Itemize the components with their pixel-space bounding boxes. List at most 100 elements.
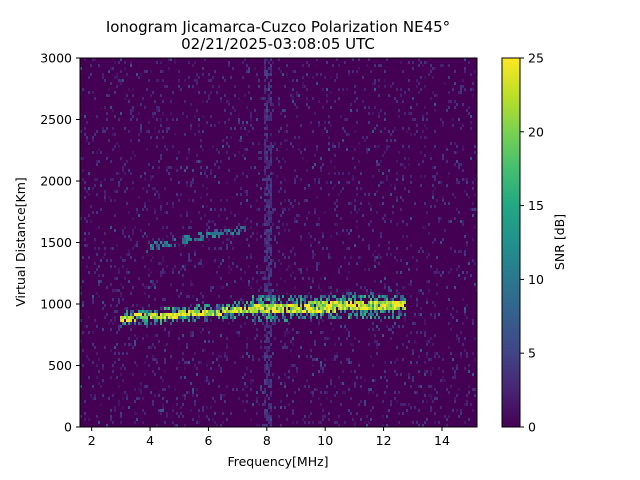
heatmap-cell bbox=[82, 88, 84, 91]
heatmap-cell bbox=[144, 292, 146, 295]
heatmap-cell bbox=[268, 292, 270, 295]
heatmap-cell bbox=[402, 286, 404, 289]
heatmap-cell bbox=[346, 301, 348, 304]
heatmap-cell bbox=[266, 115, 268, 118]
heatmap-cell bbox=[242, 61, 244, 64]
heatmap-cell bbox=[266, 424, 268, 427]
heatmap-cell bbox=[346, 181, 348, 184]
heatmap-cell bbox=[80, 292, 82, 295]
heatmap-cell bbox=[384, 214, 386, 217]
heatmap-cell bbox=[108, 94, 110, 97]
heatmap-cell bbox=[354, 301, 356, 304]
heatmap-cell bbox=[184, 79, 186, 82]
heatmap-cell bbox=[326, 385, 328, 388]
heatmap-cell bbox=[172, 202, 174, 205]
heatmap-cell bbox=[248, 67, 250, 70]
heatmap-cell bbox=[286, 130, 288, 133]
heatmap-cell bbox=[176, 157, 178, 160]
heatmap-cell bbox=[454, 370, 456, 373]
heatmap-cell bbox=[356, 301, 358, 304]
heatmap-cell bbox=[284, 304, 286, 307]
heatmap-cell bbox=[138, 316, 140, 319]
heatmap-cell bbox=[172, 145, 174, 148]
heatmap-cell bbox=[216, 229, 218, 232]
heatmap-cell bbox=[390, 253, 392, 256]
heatmap-cell bbox=[220, 370, 222, 373]
heatmap-cell bbox=[270, 355, 272, 358]
heatmap-cell bbox=[446, 307, 448, 310]
heatmap-cell bbox=[418, 370, 420, 373]
heatmap-cell bbox=[296, 370, 298, 373]
heatmap-cell bbox=[276, 283, 278, 286]
heatmap-cell bbox=[114, 133, 116, 136]
heatmap-cell bbox=[386, 307, 388, 310]
heatmap-cell bbox=[246, 256, 248, 259]
heatmap-cell bbox=[460, 409, 462, 412]
heatmap-cell bbox=[328, 121, 330, 124]
heatmap-cell bbox=[152, 175, 154, 178]
heatmap-cell bbox=[278, 67, 280, 70]
heatmap-cell bbox=[282, 208, 284, 211]
heatmap-cell bbox=[274, 295, 276, 298]
heatmap-cell bbox=[196, 307, 198, 310]
heatmap-cell bbox=[120, 79, 122, 82]
heatmap-cell bbox=[438, 217, 440, 220]
heatmap-cell bbox=[370, 220, 372, 223]
heatmap-cell bbox=[270, 85, 272, 88]
heatmap-cell bbox=[240, 226, 242, 229]
heatmap-cell bbox=[344, 130, 346, 133]
heatmap-cell bbox=[266, 316, 268, 319]
heatmap-cell bbox=[268, 85, 270, 88]
heatmap-cell bbox=[320, 331, 322, 334]
heatmap-cell bbox=[472, 94, 474, 97]
heatmap-cell bbox=[332, 295, 334, 298]
heatmap-cell bbox=[250, 124, 252, 127]
heatmap-cell bbox=[266, 322, 268, 325]
heatmap-cell bbox=[474, 151, 476, 154]
heatmap-cell bbox=[438, 421, 440, 424]
heatmap-cell bbox=[94, 394, 96, 397]
heatmap-cell bbox=[402, 163, 404, 166]
heatmap-cell bbox=[132, 313, 134, 316]
heatmap-cell bbox=[348, 202, 350, 205]
heatmap-cell bbox=[346, 277, 348, 280]
heatmap-cell bbox=[228, 265, 230, 268]
heatmap-cell bbox=[372, 313, 374, 316]
heatmap-cell bbox=[192, 181, 194, 184]
heatmap-cell bbox=[410, 181, 412, 184]
heatmap-cell bbox=[364, 286, 366, 289]
heatmap-cell bbox=[156, 217, 158, 220]
heatmap-cell bbox=[338, 193, 340, 196]
heatmap-cell bbox=[266, 136, 268, 139]
heatmap-cell bbox=[194, 250, 196, 253]
heatmap-cell bbox=[98, 295, 100, 298]
heatmap-cell bbox=[84, 58, 86, 61]
heatmap-cell bbox=[358, 160, 360, 163]
heatmap-cell bbox=[160, 271, 162, 274]
heatmap-cell bbox=[358, 307, 360, 310]
heatmap-cell bbox=[316, 145, 318, 148]
heatmap-cell bbox=[368, 421, 370, 424]
heatmap-cell bbox=[192, 199, 194, 202]
heatmap-cell bbox=[288, 298, 290, 301]
heatmap-cell bbox=[94, 247, 96, 250]
heatmap-cell bbox=[128, 253, 130, 256]
heatmap-cell bbox=[360, 256, 362, 259]
heatmap-cell bbox=[450, 142, 452, 145]
heatmap-cell bbox=[412, 349, 414, 352]
heatmap-cell bbox=[126, 397, 128, 400]
heatmap-cell bbox=[200, 292, 202, 295]
heatmap-cell bbox=[212, 397, 214, 400]
heatmap-cell bbox=[314, 178, 316, 181]
heatmap-cell bbox=[280, 187, 282, 190]
heatmap-cell bbox=[316, 265, 318, 268]
colorbar-tick-label: 5 bbox=[528, 346, 536, 361]
heatmap-cell bbox=[80, 340, 82, 343]
heatmap-cell bbox=[188, 295, 190, 298]
heatmap-cell bbox=[462, 79, 464, 82]
heatmap-cell bbox=[206, 193, 208, 196]
heatmap-cell bbox=[430, 373, 432, 376]
heatmap-cell bbox=[124, 259, 126, 262]
heatmap-cell bbox=[380, 232, 382, 235]
heatmap-cell bbox=[222, 259, 224, 262]
